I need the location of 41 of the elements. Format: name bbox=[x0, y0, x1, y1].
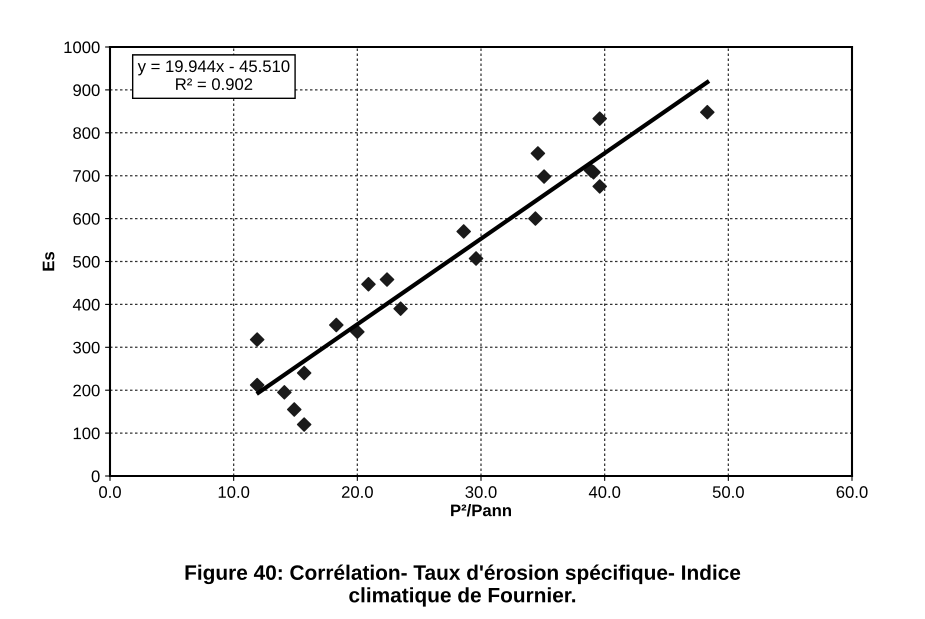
point bbox=[329, 318, 344, 332]
y-tick-label: 100 bbox=[74, 428, 100, 440]
point bbox=[250, 332, 264, 347]
y-tick-label: 600 bbox=[73, 213, 100, 225]
y-tick-label: 900 bbox=[73, 84, 100, 96]
y-tick-label: 800 bbox=[73, 127, 100, 140]
point bbox=[468, 251, 484, 266]
point bbox=[296, 366, 312, 380]
point bbox=[361, 276, 376, 292]
x-axis-title: P²/Pann bbox=[451, 504, 511, 516]
point bbox=[380, 272, 394, 287]
point bbox=[456, 224, 471, 239]
x-tick-label: 30.0 bbox=[465, 486, 497, 498]
y-tick-label: 400 bbox=[72, 298, 100, 311]
point bbox=[528, 211, 543, 226]
y-tick-label: 1000 bbox=[64, 41, 100, 54]
y-axis-title: Es bbox=[42, 252, 54, 271]
x-tick-label: 0.0 bbox=[99, 486, 121, 498]
y-tick-label: 500 bbox=[73, 256, 100, 268]
point bbox=[592, 111, 608, 126]
y-tick-label: 200 bbox=[73, 384, 100, 396]
point bbox=[277, 385, 292, 400]
point bbox=[700, 104, 715, 120]
text: Figure 40: Corrélation- Taux d'érosion spécifique- Indice climatique de Fournier. bbox=[186, 564, 740, 607]
x-tick-label: 10.0 bbox=[218, 486, 250, 498]
point bbox=[350, 324, 365, 340]
point bbox=[536, 169, 552, 184]
y-tick-label: 700 bbox=[73, 170, 100, 182]
x-tick-label: 20.0 bbox=[342, 486, 373, 498]
x-tick-label: 50.0 bbox=[712, 486, 744, 498]
point bbox=[393, 301, 408, 316]
point bbox=[530, 146, 546, 161]
point bbox=[286, 402, 302, 417]
point bbox=[592, 179, 608, 194]
x-tick-label: 60.0 bbox=[836, 486, 868, 498]
annotation: y = 19.944x - 45.510 R² = 0.902 bbox=[138, 60, 290, 90]
point bbox=[296, 417, 312, 432]
y-tick-label: 0 bbox=[92, 470, 100, 482]
x-tick-label: 40.0 bbox=[588, 486, 620, 498]
point bbox=[250, 378, 264, 392]
y-tick-label: 300 bbox=[73, 342, 100, 354]
